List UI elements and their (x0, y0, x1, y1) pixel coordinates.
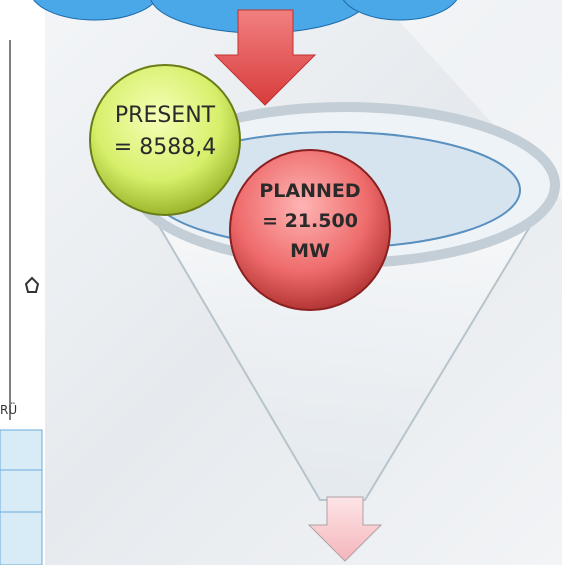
arrow-in (213, 9, 317, 106)
arrow-out (307, 496, 383, 562)
top-bubble (33, 0, 157, 21)
planned-value: = 21.500 (262, 210, 358, 232)
planned-label: PLANNED (259, 180, 360, 202)
planned-unit: MW (290, 240, 330, 262)
top-bubble (342, 0, 458, 21)
planned-circle (229, 149, 391, 311)
present-circle (89, 64, 241, 216)
present-label: PRESENT (115, 103, 216, 128)
side-text: RÜ (0, 401, 17, 417)
present-value: = 8588,4 (114, 135, 216, 160)
icon (24, 276, 40, 293)
left-box (0, 429, 43, 565)
